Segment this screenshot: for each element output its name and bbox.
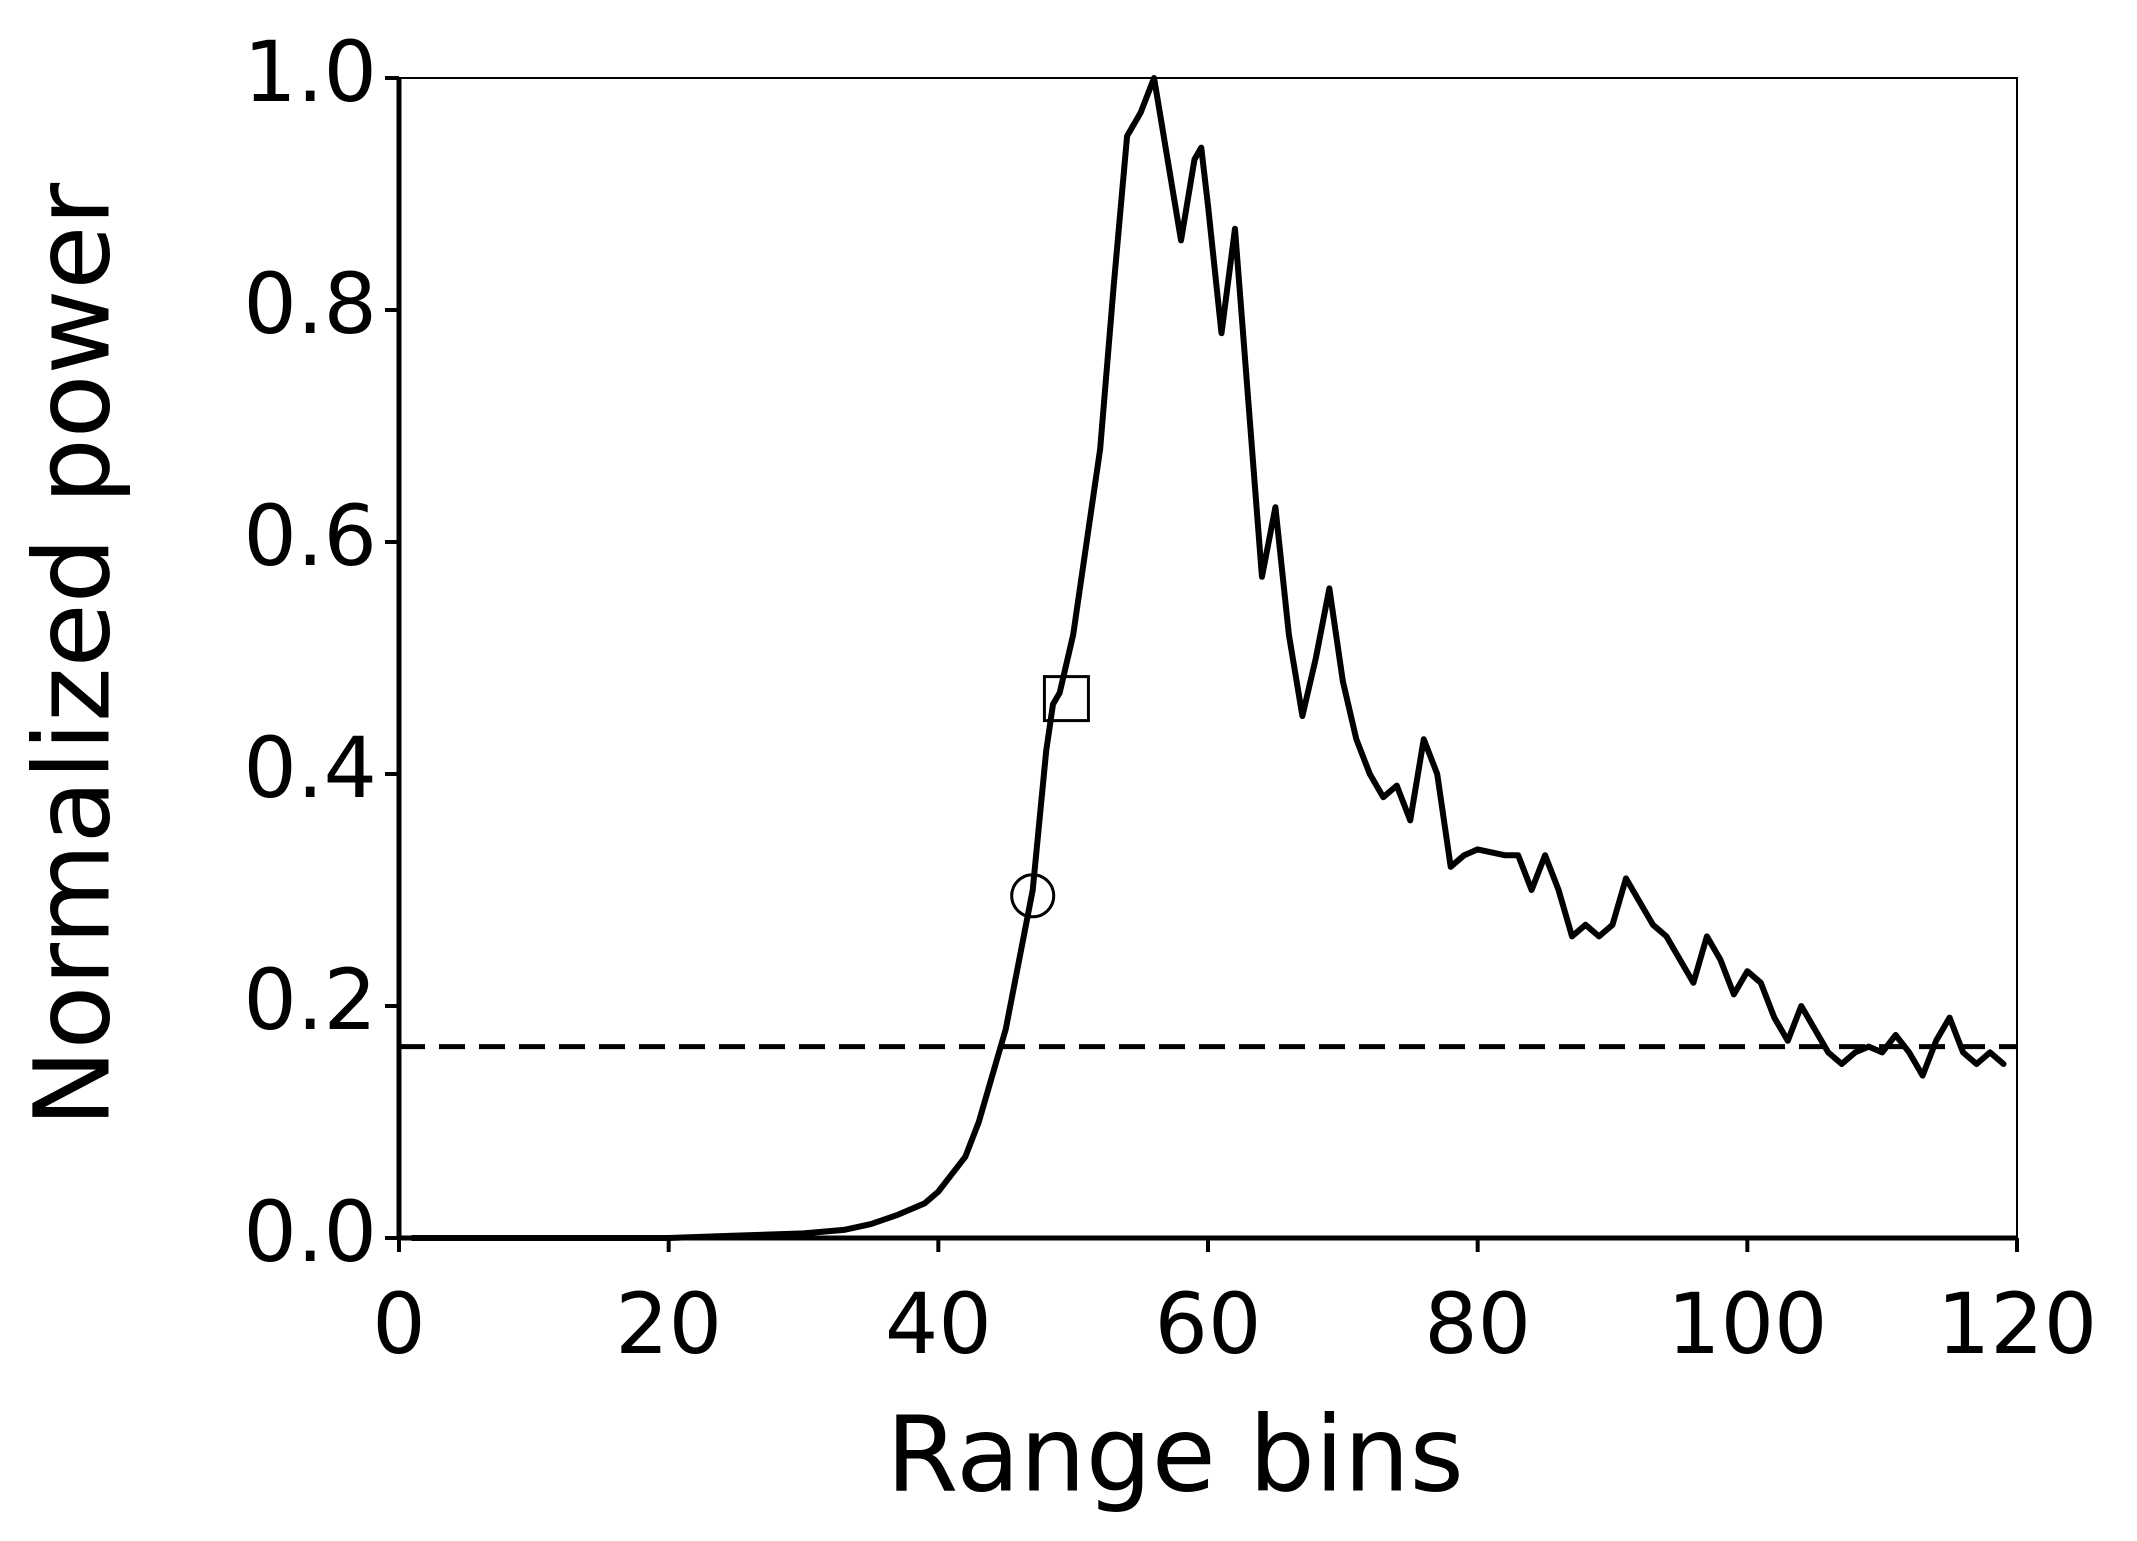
x-tick-label: 20 <box>615 1275 722 1373</box>
x-tick-label: 60 <box>1155 1275 1262 1373</box>
plot-frame <box>398 77 2018 1239</box>
y-tick-label: 0.4 <box>243 719 377 817</box>
circle-marker <box>1010 873 1056 919</box>
y-tick-label: 0.2 <box>243 951 377 1049</box>
square-marker <box>1042 675 1090 723</box>
power-line <box>409 75 2007 1241</box>
x-tick-label: 0 <box>372 1275 425 1373</box>
x-tick-label: 40 <box>885 1275 992 1373</box>
y-tick-label: 0.0 <box>243 1183 377 1281</box>
x-tick-label: 80 <box>1424 1275 1531 1373</box>
y-tick-label: 1.0 <box>243 23 377 121</box>
x-axis-label: Range bins <box>886 1393 1464 1515</box>
x-tick-label: 100 <box>1667 1275 1827 1373</box>
y-axis-label: Normalized power <box>11 183 133 1128</box>
y-tick-label: 0.6 <box>243 487 377 585</box>
x-tick-label: 120 <box>1937 1275 2097 1373</box>
y-tick-label: 0.8 <box>243 255 377 353</box>
